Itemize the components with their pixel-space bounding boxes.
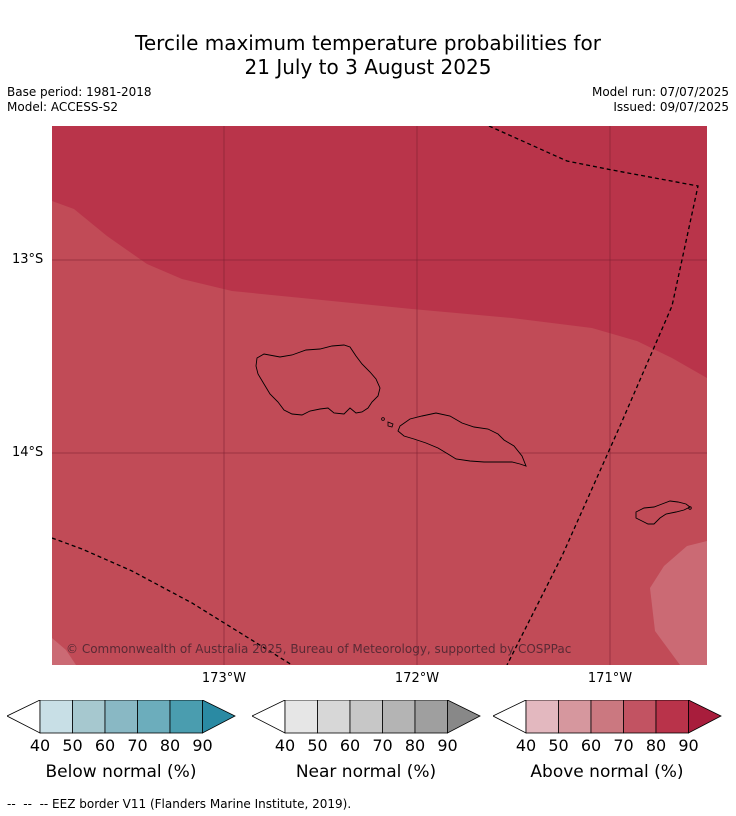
region-above-60-70-sw	[52, 638, 76, 665]
legend-above-tick: 70	[613, 736, 634, 755]
legend-above-caption: Above normal (%)	[530, 762, 684, 782]
islet-aunuu	[688, 506, 692, 510]
legend-below-cell-60-70	[104, 700, 138, 734]
legend-above-cell-60-70	[590, 700, 624, 734]
legend-near-tick: 60	[339, 736, 361, 755]
islet-manono	[387, 421, 394, 428]
lat-label-14s: 14°S	[12, 445, 44, 460]
legend-near-cell-70-80	[382, 700, 416, 734]
legend-near-cell-under-40	[252, 700, 286, 734]
legend-above-cell-70-80	[623, 700, 657, 734]
legend-above-tick: 90	[678, 736, 699, 755]
region-above-80-90	[52, 126, 707, 378]
legend-near-normal-bar	[252, 700, 481, 734]
legend-near-cell-50-60	[317, 700, 351, 734]
eez-border-south	[52, 537, 293, 665]
legend-below-cell-80-90	[169, 700, 203, 734]
legend-near-tick: 50	[307, 736, 328, 755]
legend-near-caption: Near normal (%)	[295, 762, 437, 782]
legend-below-tick: 70	[127, 736, 148, 755]
legend-below-tick: 60	[94, 736, 116, 755]
model-text: Model: ACCESS-S2	[7, 100, 119, 114]
legend-below-tick: 50	[62, 736, 83, 755]
lat-label-13s: 13°S	[12, 252, 44, 267]
legend-near-tick: 40	[274, 736, 296, 755]
copyright-text: © Commonwealth of Australia 2025, Bureau…	[66, 642, 572, 656]
legend-near-tick: 80	[404, 736, 426, 755]
legend-near-cell-40-50	[284, 700, 318, 734]
graticule	[52, 126, 707, 665]
legend-near-tick: 70	[372, 736, 393, 755]
eez-border-east	[488, 126, 699, 665]
lon-label-172w: 172°W	[394, 671, 440, 686]
legend-above-cell-50-60	[558, 700, 592, 734]
legend-below-cell-70-80	[137, 700, 171, 734]
legend-near-tick: 90	[437, 736, 458, 755]
lon-label-171w: 171°W	[587, 671, 633, 686]
issued-text: Issued: 09/07/2025	[613, 100, 729, 114]
legend-below-cell-over-90	[202, 700, 236, 734]
legend-below-cell-under-40	[7, 700, 41, 734]
legend-above-tick: 50	[548, 736, 569, 755]
map-title-line1: Tercile maximum temperature probabilitie…	[135, 31, 601, 55]
map-area[interactable]	[52, 126, 707, 665]
lon-label-173w: 173°W	[201, 671, 247, 686]
legend-above-cell-under-40	[493, 700, 527, 734]
map-title-line2: 21 July to 3 August 2025	[244, 55, 492, 79]
legend-below-caption: Below normal (%)	[45, 762, 197, 782]
meta-right: Model run: 07/07/2025 Issued: 09/07/2025	[592, 85, 729, 115]
region-above-60-70-se	[650, 541, 707, 665]
island-upolu	[397, 412, 527, 467]
model-run-text: Model run: 07/07/2025	[591, 85, 729, 99]
eez-footnote: -- -- -- EEZ border V11 (Flanders Marine…	[7, 797, 352, 811]
legend-below-cell-40-50	[39, 700, 73, 734]
map-title: Tercile maximum temperature probabilitie…	[0, 31, 736, 79]
legend-near-cell-60-70	[349, 700, 383, 734]
eez-borders	[52, 126, 699, 665]
legend-above-tick: 40	[515, 736, 537, 755]
legend-above-cell-80-90	[655, 700, 689, 734]
legend-below-tick: 80	[159, 736, 181, 755]
island-savaii	[255, 344, 381, 416]
legend-above-tick: 60	[580, 736, 602, 755]
legend-near-cell-over-90	[447, 700, 481, 734]
base-period-text: Base period: 1981-2018	[7, 85, 152, 99]
legend-above-cell-40-50	[525, 700, 559, 734]
legend-above-tick: 80	[645, 736, 667, 755]
legend-above-cell-over-90	[688, 700, 722, 734]
map-svg	[52, 126, 707, 665]
legend-below-tick: 40	[29, 736, 51, 755]
legend-below-normal-bar	[7, 700, 236, 734]
islet-1	[381, 417, 385, 421]
legend-above-normal-bar	[493, 700, 722, 734]
legend-below-cell-50-60	[72, 700, 106, 734]
island-tutuila	[635, 500, 691, 525]
legend-below-tick: 90	[192, 736, 213, 755]
meta-left: Base period: 1981-2018 Model: ACCESS-S2	[7, 85, 152, 115]
legend-near-cell-80-90	[414, 700, 448, 734]
